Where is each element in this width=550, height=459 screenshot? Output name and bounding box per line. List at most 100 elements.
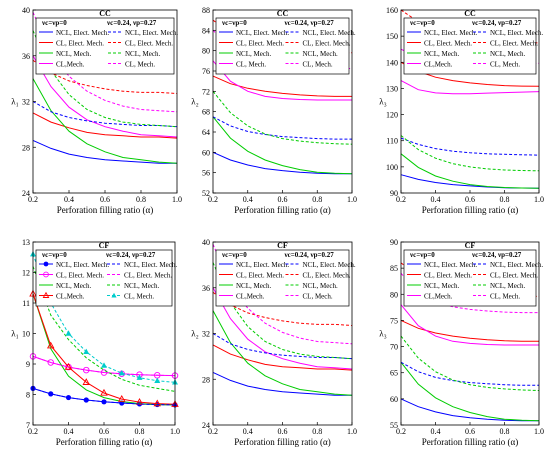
- x-tick-label: 0.2: [28, 427, 38, 436]
- legend-box: [215, 17, 350, 75]
- series-line: [212, 116, 352, 140]
- series-line: [400, 304, 539, 346]
- legend-label: CL, Elect. Mech.: [490, 40, 538, 48]
- legend-label: NCL, Mech.: [424, 282, 459, 290]
- x-tick-label: 0.4: [431, 427, 441, 436]
- data-point: [154, 377, 161, 383]
- y-tick-label: 84: [202, 26, 210, 35]
- legend-marker: [43, 261, 49, 267]
- legend-header-left: νc=νp=0: [41, 251, 67, 259]
- legend-header-left: νc=νp=0: [409, 251, 435, 259]
- y-tick-label: 100: [386, 163, 398, 172]
- series-line: [32, 12, 178, 113]
- legend-label: NCL, Elect. Mech.: [56, 29, 109, 37]
- series-line: [400, 80, 540, 95]
- y-tick-label: 88: [202, 6, 210, 15]
- series-line: [400, 153, 540, 189]
- y-tick-label: 90: [390, 189, 398, 198]
- data-point: [153, 399, 162, 407]
- y-tick-label: 28: [202, 375, 210, 384]
- y-axis-label: λ₂: [191, 97, 199, 107]
- x-tick-label: 1.0: [534, 195, 544, 204]
- legend-label: CL, Elect. Mech.: [125, 40, 173, 48]
- y-axis-label: λ₁: [11, 97, 19, 107]
- y-tick-label: 80: [390, 290, 398, 299]
- x-tick-label: 1.0: [172, 195, 182, 204]
- y-tick-label: 12: [22, 269, 30, 278]
- x-tick-label: 0.6: [465, 195, 475, 204]
- chart-title: CC: [99, 9, 111, 18]
- series-line: [212, 310, 353, 396]
- legend-label: CL, Elect. Mech.: [56, 272, 104, 280]
- legend-label: CL,Mech.: [236, 293, 265, 301]
- series-line: [212, 90, 353, 145]
- legend-box: [403, 249, 537, 307]
- series-line: [212, 60, 352, 101]
- legend-header-right: νc=0.24, νp=0.27: [106, 19, 157, 27]
- y-tick-label: 75: [390, 316, 398, 325]
- legend-label: NCL, Elect. Mech.: [424, 261, 477, 269]
- y-axis-label: λ₃: [379, 329, 387, 339]
- data-point: [118, 369, 125, 376]
- legend-label: CL, Mech.: [125, 61, 155, 69]
- legend-label: CL, Elect. Mech.: [124, 272, 172, 280]
- y-tick-label: 80: [202, 47, 210, 56]
- x-tick-label: 0.4: [64, 195, 74, 204]
- series-line: [212, 344, 353, 371]
- x-tick-label: 0.2: [208, 195, 218, 204]
- y-tick-label: 36: [22, 52, 30, 61]
- y-tick-label: 76: [202, 67, 210, 76]
- series-line: [400, 319, 539, 342]
- legend-label: CL,Mech.: [424, 293, 453, 301]
- legend-label: CL, Elect. Mech.: [236, 272, 284, 280]
- legend-label: NCL, Mech.: [490, 50, 525, 58]
- legend-label: CL, Mech.: [490, 293, 520, 301]
- data-point: [65, 330, 72, 336]
- x-tick-label: 0.6: [278, 427, 288, 436]
- data-point: [48, 391, 54, 397]
- legend-label: CL, Mech.: [236, 61, 266, 69]
- y-tick-label: 160: [386, 6, 398, 15]
- series-line: [32, 101, 178, 128]
- x-tick-label: 0.8: [312, 427, 322, 436]
- chart-title: CF: [99, 241, 110, 250]
- legend-label: CL, Mech.: [124, 293, 154, 301]
- data-point: [82, 378, 91, 385]
- legend-header-left: νc=νp=0: [409, 19, 435, 27]
- y-tick-label: 65: [390, 369, 398, 378]
- legend-marker: [43, 271, 49, 278]
- legend-label: NCL, Mech.: [56, 50, 91, 58]
- legend-label: NCL, Elect. Mech.: [124, 261, 177, 269]
- legend-box: [215, 249, 350, 307]
- chart-title: CC: [464, 9, 476, 18]
- legend-label: CL,Mech.: [56, 293, 85, 301]
- x-tick-label: 0.2: [208, 427, 218, 436]
- chart-title: CC: [277, 9, 289, 18]
- legend-label: CL, Elect. Mech.: [56, 40, 104, 48]
- y-tick-label: 60: [202, 148, 210, 157]
- data-point: [83, 397, 89, 403]
- legend-marker: [111, 292, 117, 298]
- legend-label: NCL, Mech.: [303, 50, 338, 58]
- y-tick-label: 64: [202, 128, 210, 137]
- y-tick-label: 28: [22, 143, 30, 152]
- legend-label: CL, Elect. Mech.: [424, 272, 472, 280]
- series-line: [32, 139, 177, 164]
- chart-panel: 0.2 0.4 0.6 0.8 1.0 24 28 32 36 40 Perforation fil…: [191, 238, 357, 447]
- y-tick-label: 68: [202, 108, 210, 117]
- legend-label: NCL, Mech.: [490, 282, 525, 290]
- legend-label: NCL, Elect. Mech.: [303, 261, 356, 269]
- legend-label: NCL, Elect. Mech.: [236, 261, 289, 269]
- x-tick-label: 1.0: [170, 427, 180, 436]
- data-point: [100, 388, 108, 396]
- legend-marker: [42, 291, 50, 298]
- legend-header-left: νc=νp=0: [41, 19, 67, 27]
- chart-panel: 0.2 0.4 0.6 0.8 1.0 55 60 65 70 75 80 85 90 Perforati…: [379, 238, 544, 447]
- y-tick-label: 150: [386, 32, 398, 41]
- y-tick-label: 130: [386, 84, 398, 93]
- series-line: [32, 112, 178, 139]
- x-tick-label: 1.0: [534, 427, 544, 436]
- chart-panel: 0.2 0.4 0.6 0.8 1.0 24 28 32 36 40 Perforation fil…: [11, 6, 182, 215]
- x-tick-label: 0.6: [278, 195, 288, 204]
- y-tick-label: 52: [202, 189, 210, 198]
